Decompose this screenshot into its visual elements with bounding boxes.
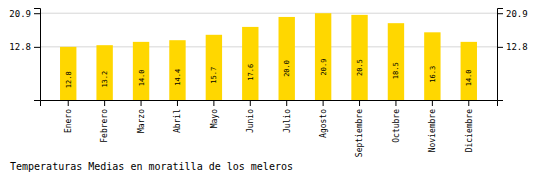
tick-label: Noviembre	[428, 109, 437, 153]
tick-mark	[104, 100, 105, 106]
tick: Septiembre	[355, 100, 364, 157]
tick-label: Marzo	[137, 109, 146, 133]
tick-label: Diciembre	[465, 109, 474, 153]
tick-label: Agosto	[319, 109, 328, 138]
axis-line	[34, 9, 41, 101]
axis-line	[498, 9, 504, 101]
bar	[206, 35, 222, 100]
tick-mark	[395, 100, 396, 106]
tick: Octubre	[392, 100, 401, 143]
bar	[315, 13, 331, 100]
data-label: 14.0	[465, 69, 473, 86]
tick: Marzo	[137, 100, 146, 133]
tick: 12.8	[9, 42, 40, 52]
tick-label: Junio	[246, 109, 255, 133]
tick: 12.8	[497, 42, 528, 52]
tick: Enero	[64, 100, 73, 133]
bar	[60, 47, 76, 100]
y-axis: 12.8 20.9	[9, 9, 40, 101]
tick-label: 20.9	[506, 9, 528, 19]
bar	[424, 32, 440, 100]
tick-label: Julio	[283, 109, 292, 133]
tick-mark	[323, 100, 324, 106]
tick-mark	[34, 47, 40, 48]
bars	[60, 13, 477, 100]
data-label: 20.5	[356, 59, 364, 76]
tick-mark	[497, 13, 503, 14]
tick-label: 12.8	[506, 42, 528, 52]
tick: Abril	[173, 100, 182, 133]
chart: 12.8 20.9 12.8 20.9 Enero Febrero Marzo Abril Ma…	[0, 0, 537, 174]
tick: Diciembre	[465, 100, 474, 152]
data-label: 13.2	[101, 71, 109, 88]
tick-mark	[468, 100, 469, 106]
tick: Agosto	[319, 100, 328, 138]
tick-mark	[432, 100, 433, 106]
tick-label: 20.9	[9, 9, 31, 19]
data-label: 14.4	[174, 69, 182, 86]
tick-label: Septiembre	[355, 109, 364, 157]
tick-mark	[34, 13, 40, 14]
bar	[279, 17, 295, 100]
grid-line	[40, 13, 497, 14]
tick-mark	[213, 100, 214, 106]
tick-mark	[497, 47, 503, 48]
tick-mark	[286, 100, 287, 106]
tick-label: Octubre	[392, 109, 401, 143]
tick-mark	[359, 100, 360, 106]
tick-mark	[68, 100, 69, 106]
tick: Noviembre	[428, 100, 437, 152]
data-label: 20.0	[283, 60, 291, 77]
bar	[388, 23, 404, 100]
bar	[242, 27, 258, 100]
tick: Julio	[283, 100, 292, 133]
tick: Febrero	[100, 100, 109, 143]
bar	[351, 15, 367, 100]
tick: 20.9	[9, 9, 40, 19]
data-labels: 12.8 13.2 14.0 14.4 15.7 17.6 20.0 20.9 20.5 18.5…	[65, 59, 474, 89]
data-label: 16.3	[429, 66, 437, 83]
bar	[461, 42, 477, 100]
data-label: 15.7	[210, 67, 218, 84]
tick-mark	[250, 100, 251, 106]
data-label: 12.8	[65, 71, 73, 88]
tick: 20.9	[497, 9, 528, 19]
data-label: 20.9	[320, 59, 328, 76]
tick-label: Abril	[173, 109, 182, 133]
tick-label: 12.8	[9, 42, 31, 52]
data-label: 14.0	[137, 69, 145, 86]
bar	[133, 42, 149, 100]
data-label: 18.5	[392, 62, 400, 79]
x-axis: Enero Febrero Marzo Abril Mayo Junio Julio Agos…	[41, 100, 498, 157]
tick-label: Enero	[64, 109, 73, 133]
tick-mark	[177, 100, 178, 106]
axis-line	[41, 101, 498, 107]
tick-label: Febrero	[100, 109, 109, 143]
bar	[169, 40, 185, 100]
y-axis: 12.8 20.9	[497, 9, 528, 101]
tick-mark	[141, 100, 142, 106]
tick: Junio	[246, 100, 255, 133]
data-label: 17.6	[247, 64, 255, 81]
bar	[96, 45, 112, 100]
tick-label: Mayo	[210, 109, 219, 128]
tick: Mayo	[210, 100, 219, 128]
title: Temperaturas Medias en moratilla de los …	[10, 161, 293, 172]
